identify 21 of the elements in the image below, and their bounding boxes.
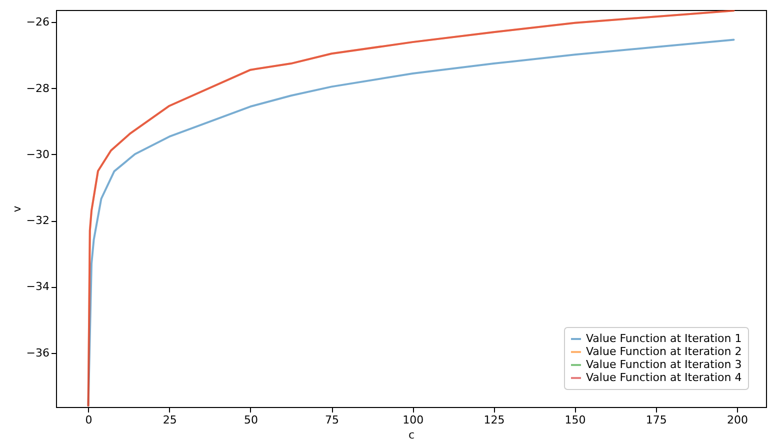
y-tick-label: −30 <box>26 148 50 161</box>
y-tick-label: −28 <box>26 82 50 95</box>
x-tick-label: 200 <box>726 414 748 426</box>
x-tick-label: 75 <box>325 414 340 426</box>
y-tick-label: −32 <box>26 214 50 228</box>
y-tick-label: −26 <box>26 16 50 29</box>
y-tick-label: −34 <box>26 280 50 294</box>
y-tick-label: −36 <box>26 346 50 360</box>
legend-label: Value Function at Iteration 3 <box>586 358 742 371</box>
y-axis-title: v <box>10 205 24 212</box>
legend-label: Value Function at Iteration 4 <box>586 371 742 384</box>
x-tick-label: 125 <box>484 414 505 426</box>
x-tick-label: 25 <box>162 414 177 426</box>
x-tick-label: 50 <box>244 414 258 426</box>
x-axis-title: c <box>408 428 415 442</box>
x-tick-label: 100 <box>402 414 424 426</box>
x-tick-label: 150 <box>564 414 586 426</box>
x-tick-label: 0 <box>85 414 92 426</box>
legend-label: Value Function at Iteration 2 <box>586 345 742 358</box>
legend-label: Value Function at Iteration 1 <box>586 332 742 345</box>
x-tick-label: 175 <box>646 414 667 426</box>
